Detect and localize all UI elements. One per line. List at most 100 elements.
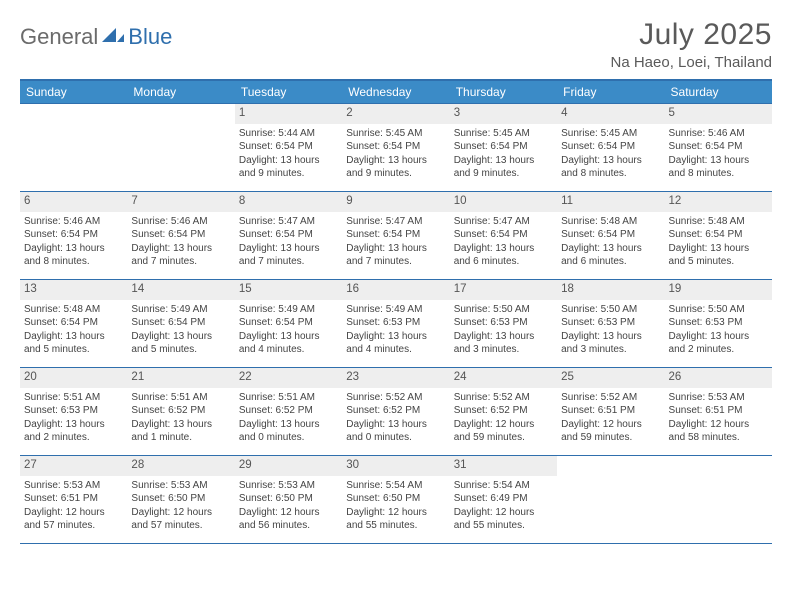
day-number: 12 (665, 192, 772, 212)
calendar-body: 1Sunrise: 5:44 AMSunset: 6:54 PMDaylight… (20, 104, 772, 544)
weekday-header: Sunday (20, 80, 127, 104)
day-number: 17 (450, 280, 557, 300)
daylight-text: Daylight: 13 hours and 5 minutes. (131, 330, 230, 357)
weekday-header: Friday (557, 80, 664, 104)
sunrise-text: Sunrise: 5:51 AM (239, 391, 338, 405)
sunrise-text: Sunrise: 5:47 AM (346, 215, 445, 229)
sunset-text: Sunset: 6:53 PM (454, 316, 553, 330)
location-text: Na Haeo, Loei, Thailand (611, 54, 773, 71)
weekday-header: Saturday (665, 80, 772, 104)
sunrise-text: Sunrise: 5:51 AM (131, 391, 230, 405)
calendar-day-cell: 7 Sunrise: 5:46 AMSunset: 6:54 PMDaylight… (127, 192, 234, 280)
daylight-text: Daylight: 13 hours and 5 minutes. (669, 242, 768, 269)
sunset-text: Sunset: 6:54 PM (239, 140, 338, 154)
sunrise-text: Sunrise: 5:52 AM (561, 391, 660, 405)
calendar-day-cell: 15 Sunrise: 5:49 AMSunset: 6:54 PMDayligh… (235, 280, 342, 368)
sunrise-text: Sunrise: 5:45 AM (454, 127, 553, 141)
daylight-text: Daylight: 13 hours and 0 minutes. (346, 418, 445, 445)
sunset-text: Sunset: 6:53 PM (561, 316, 660, 330)
sunset-text: Sunset: 6:49 PM (454, 492, 553, 506)
daylight-text: Daylight: 13 hours and 3 minutes. (454, 330, 553, 357)
daylight-text: Daylight: 13 hours and 7 minutes. (346, 242, 445, 269)
sunrise-text: Sunrise: 5:49 AM (239, 303, 338, 317)
daylight-text: Daylight: 13 hours and 8 minutes. (561, 154, 660, 181)
title-block: July 2025 Na Haeo, Loei, Thailand (611, 18, 773, 71)
calendar-day-cell: 22Sunrise: 5:51 AMSunset: 6:52 PMDayligh… (235, 368, 342, 456)
calendar-header: SundayMondayTuesdayWednesdayThursdayFrid… (20, 80, 772, 104)
sunset-text: Sunset: 6:50 PM (346, 492, 445, 506)
sunrise-text: Sunrise: 5:51 AM (24, 391, 123, 405)
daylight-text: Daylight: 12 hours and 57 minutes. (24, 506, 123, 533)
daylight-text: Daylight: 13 hours and 2 minutes. (669, 330, 768, 357)
sunset-text: Sunset: 6:54 PM (239, 316, 338, 330)
sunrise-text: Sunrise: 5:48 AM (24, 303, 123, 317)
daylight-text: Daylight: 13 hours and 9 minutes. (454, 154, 553, 181)
sunrise-text: Sunrise: 5:49 AM (131, 303, 230, 317)
calendar-week-row: 13Sunrise: 5:48 AMSunset: 6:54 PMDayligh… (20, 280, 772, 368)
sunset-text: Sunset: 6:51 PM (561, 404, 660, 418)
daylight-text: Daylight: 12 hours and 56 minutes. (239, 506, 338, 533)
calendar-day-cell: 19Sunrise: 5:50 AMSunset: 6:53 PMDayligh… (665, 280, 772, 368)
day-number: 10 (450, 192, 557, 212)
calendar-day-cell: 8Sunrise: 5:47 AMSunset: 6:54 PMDaylight… (235, 192, 342, 280)
day-number: 11 (557, 192, 664, 212)
day-number: 7 (127, 192, 234, 212)
calendar-day-cell (557, 456, 664, 544)
day-number: 6 (20, 192, 127, 212)
brand-logo: General Blue (20, 24, 172, 50)
calendar-day-cell: 5Sunrise: 5:46 AMSunset: 6:54 PMDaylight… (665, 104, 772, 192)
sunset-text: Sunset: 6:54 PM (669, 228, 768, 242)
daylight-text: Daylight: 13 hours and 7 minutes. (131, 242, 230, 269)
calendar-day-cell: 30Sunrise: 5:54 AMSunset: 6:50 PMDayligh… (342, 456, 449, 544)
sunrise-text: Sunrise: 5:46 AM (24, 215, 123, 229)
day-number: 18 (557, 280, 664, 300)
sunset-text: Sunset: 6:52 PM (346, 404, 445, 418)
sunrise-text: Sunrise: 5:52 AM (454, 391, 553, 405)
day-number: 2 (342, 104, 449, 124)
sunset-text: Sunset: 6:52 PM (454, 404, 553, 418)
daylight-text: Daylight: 13 hours and 9 minutes. (239, 154, 338, 181)
brand-part2: Blue (128, 24, 172, 50)
calendar-day-cell: 16Sunrise: 5:49 AMSunset: 6:53 PMDayligh… (342, 280, 449, 368)
sunrise-text: Sunrise: 5:52 AM (346, 391, 445, 405)
daylight-text: Daylight: 13 hours and 4 minutes. (239, 330, 338, 357)
calendar-day-cell: 4Sunrise: 5:45 AMSunset: 6:54 PMDaylight… (557, 104, 664, 192)
sunrise-text: Sunrise: 5:46 AM (131, 215, 230, 229)
daylight-text: Daylight: 13 hours and 0 minutes. (239, 418, 338, 445)
daylight-text: Daylight: 13 hours and 1 minute. (131, 418, 230, 445)
daylight-text: Daylight: 13 hours and 4 minutes. (346, 330, 445, 357)
calendar-day-cell: 25Sunrise: 5:52 AMSunset: 6:51 PMDayligh… (557, 368, 664, 456)
sunrise-text: Sunrise: 5:53 AM (131, 479, 230, 493)
sunrise-text: Sunrise: 5:49 AM (346, 303, 445, 317)
day-number: 8 (235, 192, 342, 212)
day-number: 15 (235, 280, 342, 300)
daylight-text: Daylight: 13 hours and 8 minutes. (669, 154, 768, 181)
month-title: July 2025 (611, 18, 773, 52)
calendar-week-row: 20Sunrise: 5:51 AMSunset: 6:53 PMDayligh… (20, 368, 772, 456)
sunrise-text: Sunrise: 5:53 AM (669, 391, 768, 405)
calendar-day-cell: 14Sunrise: 5:49 AMSunset: 6:54 PMDayligh… (127, 280, 234, 368)
sunset-text: Sunset: 6:53 PM (669, 316, 768, 330)
day-number: 24 (450, 368, 557, 388)
daylight-text: Daylight: 12 hours and 59 minutes. (454, 418, 553, 445)
daylight-text: Daylight: 13 hours and 6 minutes. (454, 242, 553, 269)
calendar-day-cell (665, 456, 772, 544)
sunset-text: Sunset: 6:54 PM (454, 140, 553, 154)
brand-part1: General (20, 24, 98, 50)
sunset-text: Sunset: 6:54 PM (131, 228, 230, 242)
calendar-week-row: 27Sunrise: 5:53 AMSunset: 6:51 PMDayligh… (20, 456, 772, 544)
day-number: 13 (20, 280, 127, 300)
day-number: 20 (20, 368, 127, 388)
daylight-text: Daylight: 12 hours and 57 minutes. (131, 506, 230, 533)
daylight-text: Daylight: 13 hours and 6 minutes. (561, 242, 660, 269)
calendar-day-cell: 17Sunrise: 5:50 AMSunset: 6:53 PMDayligh… (450, 280, 557, 368)
daylight-text: Daylight: 12 hours and 55 minutes. (454, 506, 553, 533)
daylight-text: Daylight: 13 hours and 8 minutes. (24, 242, 123, 269)
day-number: 22 (235, 368, 342, 388)
daylight-text: Daylight: 13 hours and 7 minutes. (239, 242, 338, 269)
sunrise-text: Sunrise: 5:47 AM (239, 215, 338, 229)
sunrise-text: Sunrise: 5:54 AM (454, 479, 553, 493)
calendar-day-cell: 26Sunrise: 5:53 AMSunset: 6:51 PMDayligh… (665, 368, 772, 456)
calendar-day-cell: 18Sunrise: 5:50 AMSunset: 6:53 PMDayligh… (557, 280, 664, 368)
sunrise-text: Sunrise: 5:45 AM (561, 127, 660, 141)
